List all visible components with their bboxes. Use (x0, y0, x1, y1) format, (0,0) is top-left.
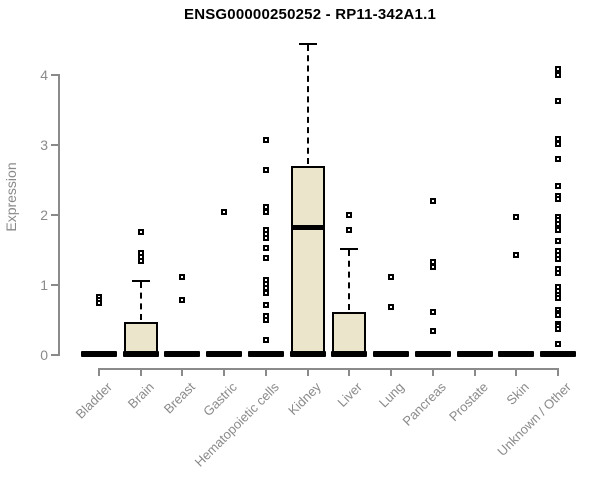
zero-line (456, 351, 493, 357)
y-axis-tick (51, 74, 58, 76)
outlier-point (262, 136, 269, 143)
x-axis-tick (306, 368, 309, 376)
zero-line (289, 351, 326, 357)
box (290, 165, 325, 353)
outlier-point (346, 211, 353, 218)
x-axis-tick (348, 368, 351, 376)
outlier-point (555, 220, 562, 227)
outlier-point (346, 227, 353, 234)
outlier-point (555, 269, 562, 276)
median-line (292, 225, 323, 231)
outlier-point (555, 255, 562, 262)
y-tick-label: 3 (40, 137, 48, 153)
zero-line (164, 351, 201, 357)
outlier-point (262, 302, 269, 308)
whisker (348, 250, 351, 310)
y-tick-label: 0 (40, 347, 48, 363)
box (332, 312, 367, 353)
outlier-point (137, 257, 144, 264)
zero-line (373, 351, 410, 357)
x-axis-tick (390, 368, 393, 376)
outlier-point (262, 166, 269, 173)
chart-title: ENSG00000250252 - RP11-342A1.1 (183, 6, 436, 23)
zero-line (498, 351, 535, 357)
zero-line (81, 351, 117, 357)
x-axis-tick (431, 368, 434, 376)
x-axis-tick (264, 368, 267, 376)
outlier-point (262, 316, 269, 323)
whisker-cap (298, 43, 317, 46)
outlier-point (262, 290, 269, 297)
outlier-point (179, 297, 186, 304)
y-axis (58, 74, 60, 356)
outlier-point (429, 264, 436, 271)
outlier-point (429, 309, 436, 315)
zero-line (122, 351, 159, 357)
outlier-point (262, 208, 269, 215)
outlier-point (388, 304, 395, 311)
outlier-point (388, 274, 395, 280)
y-axis-tick (51, 284, 58, 286)
outlier-point (513, 252, 520, 259)
y-axis-label: Expression (3, 162, 19, 232)
outlier-point (555, 341, 562, 348)
zero-line (414, 351, 451, 357)
outlier-point (555, 66, 562, 73)
outlier-point (555, 325, 562, 332)
outlier-point (179, 274, 186, 280)
whisker-cap (131, 279, 150, 282)
x-axis-tick (181, 368, 184, 376)
outlier-point (262, 337, 269, 343)
y-axis-tick (51, 354, 58, 356)
outlier-point (429, 327, 436, 334)
y-axis-tick (51, 144, 58, 146)
outlier-point (555, 295, 562, 301)
outlier-point (555, 227, 562, 234)
zero-line (540, 351, 577, 357)
outlier-point (555, 141, 562, 147)
x-axis-tick (473, 368, 476, 376)
y-tick-label: 1 (40, 277, 48, 293)
x-axis-tick (139, 368, 142, 376)
outlier-point (221, 208, 228, 215)
y-axis-tick (51, 214, 58, 216)
outlier-point (262, 234, 269, 241)
outlier-point (555, 196, 562, 203)
zero-line (331, 351, 368, 357)
outlier-point (513, 213, 520, 220)
whisker (306, 45, 309, 164)
outlier-point (429, 197, 436, 204)
y-tick-label: 4 (40, 67, 48, 83)
x-axis-tick (223, 368, 226, 376)
outlier-point (262, 255, 269, 262)
outlier-point (555, 311, 562, 318)
box (123, 321, 158, 353)
outlier-point (555, 98, 562, 105)
outlier-point (555, 71, 562, 78)
outlier-point (555, 155, 562, 162)
whisker (139, 281, 142, 320)
outlier-point (96, 299, 102, 306)
whisker-cap (340, 248, 359, 251)
zero-line (247, 351, 284, 357)
x-axis-tick (98, 368, 100, 376)
outlier-point (137, 229, 144, 236)
x-axis-tick (557, 368, 560, 376)
outlier-point (262, 245, 269, 252)
y-tick-label: 2 (40, 207, 48, 223)
outlier-point (555, 238, 562, 245)
zero-line (206, 351, 243, 357)
outlier-point (555, 183, 562, 189)
x-axis (98, 368, 560, 370)
x-axis-tick (515, 368, 518, 376)
